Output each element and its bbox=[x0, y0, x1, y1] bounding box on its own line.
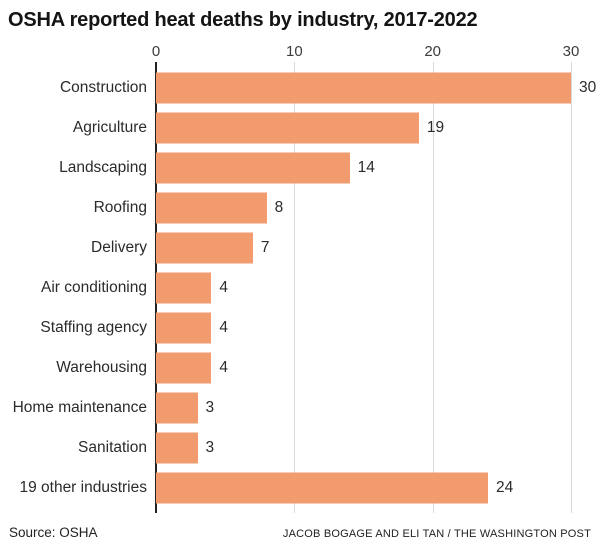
value-label: 24 bbox=[496, 479, 514, 496]
footer: Source: OSHA JACOB BOGAGE AND ELI TAN / … bbox=[8, 525, 592, 540]
category-label: 19 other industries bbox=[19, 479, 147, 496]
bar-row: Sanitation 3 bbox=[8, 428, 592, 468]
bar bbox=[156, 272, 212, 304]
bar-row: Delivery 7 bbox=[8, 228, 592, 268]
bar bbox=[156, 72, 571, 104]
x-tick-label: 10 bbox=[285, 43, 303, 60]
value-label: 8 bbox=[274, 199, 284, 216]
bar-track: 4 bbox=[156, 308, 571, 348]
bar-track: 8 bbox=[156, 188, 571, 228]
gridline bbox=[571, 62, 572, 513]
bar-track: 7 bbox=[156, 228, 571, 268]
value-label: 30 bbox=[579, 79, 597, 96]
value-label: 3 bbox=[205, 439, 215, 456]
value-label: 7 bbox=[260, 239, 270, 256]
bar-track: 14 bbox=[156, 148, 571, 188]
chart-title: OSHA reported heat deaths by industry, 2… bbox=[8, 9, 478, 31]
bar bbox=[156, 152, 350, 184]
category-label: Home maintenance bbox=[12, 399, 147, 416]
gridline bbox=[432, 62, 434, 513]
bar-row: Warehousing 4 bbox=[8, 348, 592, 388]
bar bbox=[156, 392, 198, 424]
value-label: 4 bbox=[219, 359, 228, 376]
category-label: Construction bbox=[59, 79, 147, 96]
category-label: Landscaping bbox=[59, 159, 147, 176]
value-label: 3 bbox=[205, 399, 215, 416]
bar-row: Construction 30 bbox=[8, 68, 596, 108]
bar-row: Home maintenance 3 bbox=[8, 388, 592, 428]
bar bbox=[156, 232, 253, 264]
credit-note: JACOB BOGAGE AND ELI TAN / THE WASHINGTO… bbox=[282, 528, 591, 540]
bar bbox=[156, 432, 198, 464]
category-label: Delivery bbox=[91, 239, 147, 256]
value-label: 4 bbox=[219, 279, 228, 296]
value-label: 4 bbox=[219, 319, 228, 336]
bar-track: 24 bbox=[156, 468, 571, 508]
bar-row: Agriculture 19 bbox=[8, 108, 592, 148]
category-label: Roofing bbox=[93, 199, 147, 216]
bar bbox=[156, 192, 267, 224]
bar-track: 3 bbox=[156, 388, 571, 428]
gridline bbox=[294, 62, 296, 513]
bar-track: 4 bbox=[156, 348, 571, 388]
bar-track: 19 bbox=[156, 108, 571, 148]
bar bbox=[156, 352, 212, 384]
category-label: Staffing agency bbox=[40, 319, 147, 336]
bar bbox=[156, 312, 212, 344]
source-note: Source: OSHA bbox=[9, 525, 98, 540]
x-tick-label: 20 bbox=[424, 43, 441, 60]
bar-row: 19 other industries 24 bbox=[8, 468, 592, 508]
x-tick-label: 0 bbox=[151, 43, 161, 60]
bar bbox=[156, 112, 419, 144]
category-label: Warehousing bbox=[56, 359, 147, 376]
bar-track: 3 bbox=[156, 428, 571, 468]
value-label: 14 bbox=[357, 159, 375, 176]
x-axis: 0 10 20 30 bbox=[152, 43, 580, 61]
bar-row: Staffing agency 4 bbox=[8, 308, 592, 348]
x-tick-label: 30 bbox=[562, 43, 580, 60]
bar-track: 4 bbox=[156, 268, 571, 308]
bar-row: Air conditioning 4 bbox=[8, 268, 592, 308]
category-label: Air conditioning bbox=[41, 279, 147, 296]
bar-row: Landscaping 14 bbox=[8, 148, 592, 188]
bar-row: Roofing 8 bbox=[8, 188, 592, 228]
value-label: 19 bbox=[426, 119, 445, 136]
category-label: Sanitation bbox=[78, 439, 147, 456]
bar-track: 30 bbox=[156, 68, 596, 108]
rows: Construction 30 Agriculture 19 Landscapi… bbox=[8, 68, 596, 508]
bar bbox=[156, 472, 488, 504]
plot-area: Construction 30 Agriculture 19 Landscapi… bbox=[8, 62, 596, 513]
category-label: Agriculture bbox=[72, 119, 147, 136]
